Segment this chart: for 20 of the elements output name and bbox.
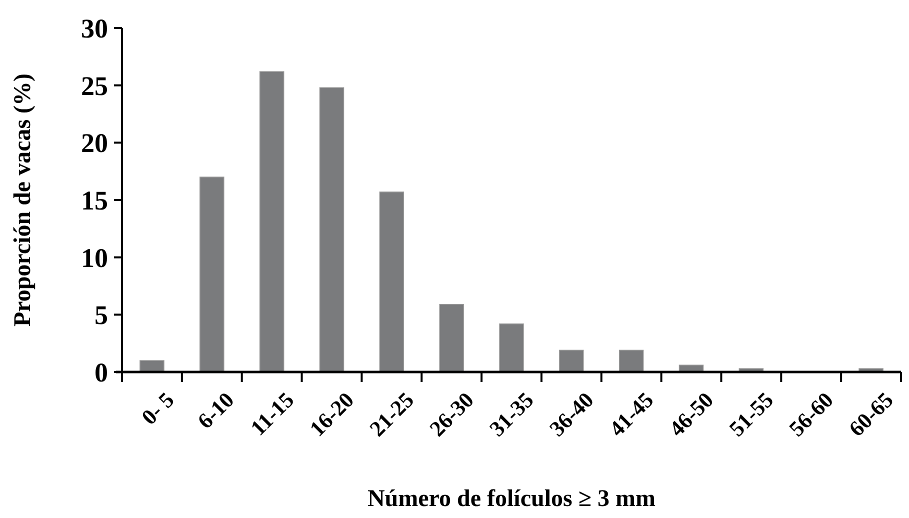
y-tick-label: 25 [81,70,108,101]
bar [140,360,164,372]
bar [618,350,644,372]
bar [259,71,284,372]
y-tick-label: 0 [94,357,108,388]
y-axis-title: Proporción de vacas (%) [10,73,36,327]
bar [499,323,524,372]
bar [200,176,224,372]
x-axis-title: Número de folículos ≥ 3 mm [367,486,656,512]
y-tick-label: 10 [81,242,108,273]
y-tick-label: 30 [81,13,108,44]
y-tick-label: 15 [81,185,108,216]
y-tick-label: 20 [81,128,108,158]
bar [439,304,464,372]
x-tick-label: 6-10 [192,387,239,434]
bar [559,350,584,372]
x-tick-label: 0- 5 [136,387,179,430]
y-tick-label: 5 [94,300,108,330]
bar [319,87,344,372]
bar [379,192,404,372]
